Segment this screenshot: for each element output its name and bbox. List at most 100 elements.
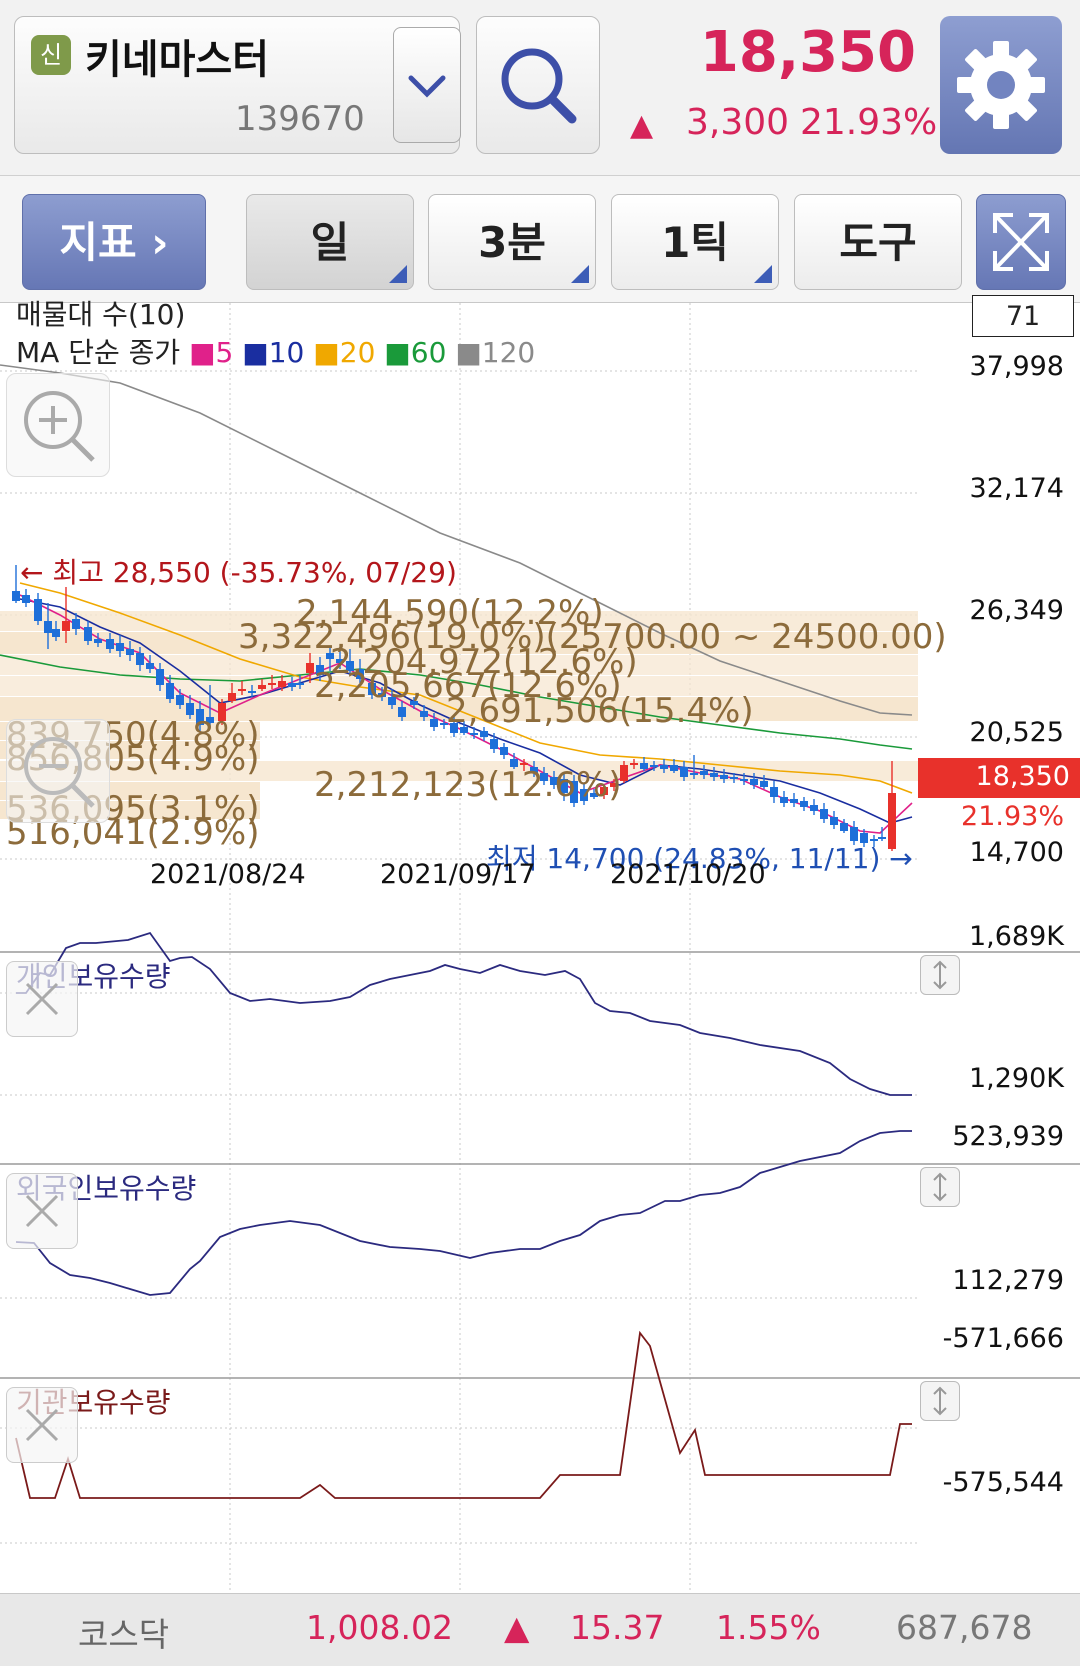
- volume-profile-label: 2,205,667(12.6%): [314, 666, 622, 706]
- ma-20-swatch: ■: [313, 336, 340, 369]
- stock-selector[interactable]: 신 키네마스터 139670: [14, 16, 461, 154]
- candle-body: [238, 689, 246, 691]
- fullscreen-button[interactable]: [976, 194, 1066, 290]
- candle-body: [470, 733, 478, 735]
- ma-legend-prefix: MA 단순 종가: [16, 336, 181, 369]
- candle-body: [610, 783, 618, 787]
- candle-body: [326, 653, 334, 659]
- volume-profile-label: 2,691,506(15.4%): [446, 691, 754, 731]
- period-minute-button[interactable]: 3분: [428, 194, 596, 290]
- candle-body: [136, 653, 144, 665]
- candle-body: [780, 797, 788, 803]
- chart-canvas[interactable]: [0, 303, 1080, 1593]
- candle-body: [690, 773, 698, 775]
- candle-body: [94, 639, 102, 643]
- candle-body: [22, 595, 30, 603]
- candle-body: [388, 697, 396, 705]
- volume-profile-label: 3,322,496(19.0%)(25700.00 ~ 24500.00): [238, 617, 947, 657]
- close-pane-button[interactable]: [6, 1173, 78, 1249]
- candle-body: [306, 663, 314, 673]
- candle-body: [650, 765, 658, 767]
- ma-5-label: 5: [215, 336, 234, 369]
- candle-body: [166, 683, 174, 699]
- candle-body: [660, 765, 668, 769]
- candle-body: [888, 793, 896, 849]
- candle-body: [878, 837, 886, 839]
- candle-body: [620, 765, 628, 781]
- candle-body: [288, 683, 296, 687]
- candle-body: [770, 787, 778, 797]
- candle-body: [750, 779, 758, 785]
- resize-pane-button[interactable]: [920, 955, 960, 995]
- zoom-in-icon: [24, 391, 95, 462]
- candle-body: [316, 665, 324, 675]
- indicator-button[interactable]: 지표 ›: [22, 194, 206, 290]
- search-button[interactable]: [476, 16, 600, 154]
- vertical-resize-icon: [933, 1172, 947, 1202]
- close-pane-button[interactable]: [6, 961, 78, 1037]
- candle-body: [540, 773, 548, 781]
- candle-body: [670, 765, 678, 771]
- candle-body: [346, 661, 354, 671]
- period-tick-button[interactable]: 1틱: [611, 194, 779, 290]
- zoom-out-icon: [24, 737, 95, 808]
- candle-body: [398, 707, 406, 717]
- volume-profile: [0, 611, 918, 819]
- high-price-annotation: ← 최고 28,550 (-35.73%, 07/29): [20, 556, 457, 589]
- market-index-bar[interactable]: 코스닥 1,008.02 ▲ 15.37 1.55% 687,678: [0, 1593, 1080, 1666]
- candle-body: [550, 777, 558, 785]
- candle-body: [830, 817, 838, 825]
- current-price-label: 18,350: [975, 761, 1070, 792]
- candle-body: [84, 627, 92, 641]
- institution-axis-bottom: -575,544: [942, 1467, 1064, 1498]
- index-value: 1,008.02: [306, 1608, 453, 1647]
- expand-icon: [993, 213, 1049, 271]
- stock-dropdown-button[interactable]: [393, 27, 461, 143]
- candle-body: [278, 681, 286, 687]
- index-change-percent: 1.55%: [716, 1608, 821, 1647]
- candle-body: [44, 621, 52, 633]
- ma-10-swatch: ■: [242, 336, 269, 369]
- close-pane-button[interactable]: [6, 1387, 78, 1463]
- resize-pane-button[interactable]: [920, 1167, 960, 1207]
- candle-body: [460, 727, 468, 733]
- candle-body: [800, 801, 808, 807]
- candle-body: [810, 805, 818, 811]
- ma-20-label: 20: [339, 336, 376, 369]
- candle-body: [720, 775, 728, 779]
- period-daily-button[interactable]: 일: [246, 194, 414, 290]
- x-axis-date: 2021/09/17: [380, 859, 536, 890]
- volume-profile-label: 2,212,123(12.6%): [314, 765, 622, 805]
- candle-body: [258, 685, 266, 689]
- candle-body: [12, 591, 20, 601]
- candle-body: [248, 691, 256, 693]
- candle-body: [228, 693, 236, 701]
- candle-body: [570, 781, 578, 803]
- candle-body: [840, 823, 848, 831]
- candle-body: [630, 763, 638, 765]
- x-axis-date: 2021/08/24: [150, 859, 306, 890]
- candle-body: [268, 683, 276, 685]
- tick-label: 1틱: [661, 218, 729, 267]
- y-axis-label: 14,700: [969, 837, 1064, 868]
- settings-button[interactable]: [940, 16, 1062, 154]
- corner-triangle-icon: [754, 265, 772, 283]
- ma-120-label: 120: [481, 336, 536, 369]
- stock-name: 키네마스터: [85, 37, 269, 83]
- candle-body: [336, 659, 344, 663]
- candle-body: [480, 731, 488, 737]
- individual-axis-bottom: 1,290K: [968, 1063, 1064, 1094]
- drawing-tool-button[interactable]: 도구: [794, 194, 962, 290]
- y-axis-label: 37,998: [969, 351, 1064, 382]
- resize-pane-button[interactable]: [920, 1381, 960, 1421]
- zoom-in-button[interactable]: [6, 373, 110, 477]
- zoom-out-button[interactable]: [6, 719, 110, 823]
- y-axis-label: 32,174: [969, 473, 1064, 504]
- candle-body: [520, 763, 528, 765]
- ma-60-swatch: ■: [384, 336, 411, 369]
- candle-body: [850, 827, 858, 841]
- candle-body: [378, 693, 386, 697]
- bar-count-box[interactable]: 71: [972, 295, 1074, 337]
- chart-area[interactable]: 매물대 수(10) MA 단순 종가 ■5 ■10 ■20 ■60 ■120 7…: [0, 295, 1080, 1593]
- candle-body: [820, 809, 828, 819]
